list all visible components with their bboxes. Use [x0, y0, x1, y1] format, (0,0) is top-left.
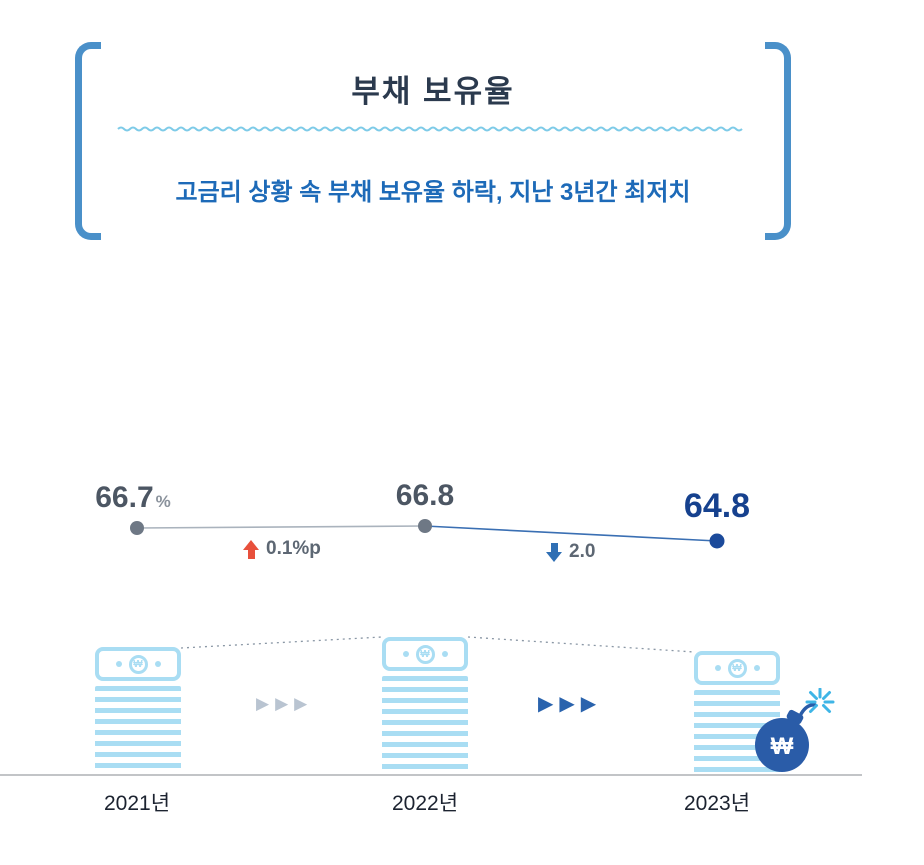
- value-label-2023: 64.8: [684, 487, 750, 526]
- left-bracket-icon: [75, 42, 101, 240]
- up-arrow-icon: [243, 539, 259, 559]
- banknote-icon: ₩: [694, 651, 780, 685]
- triple-arrow-icon-light: ▶▶▶: [256, 694, 314, 713]
- title-block: 부채 보유율 고금리 상황 속 부채 보유율 하락, 지난 3년간 최저치: [75, 42, 791, 240]
- annotation-decrease: 2.0: [546, 541, 595, 563]
- annotation-decrease-label: 2.0: [569, 541, 596, 562]
- banknote-dot-icon: [154, 661, 161, 667]
- triple-arrow-icon-dark: ▶▶▶: [538, 693, 603, 715]
- money-stack-2021: ₩: [95, 647, 181, 775]
- data-point-2022: [418, 519, 432, 533]
- banknote-dot-icon: [441, 651, 448, 657]
- unit-label: %: [155, 492, 171, 511]
- year-label-2022: 2022년: [391, 792, 459, 815]
- banknote-dot-icon: [115, 661, 122, 667]
- annotation-increase-label: 0.1%p: [266, 538, 321, 559]
- chart-line-svg: [130, 519, 725, 549]
- spark-icon: [805, 688, 835, 713]
- line-segment-2: [424, 525, 718, 542]
- bill-stack-icon: [382, 676, 468, 775]
- annotation-increase: 0.1%p: [243, 538, 321, 560]
- dotted-connector-svg: [180, 636, 695, 653]
- line-segment-1: [136, 525, 426, 529]
- bill-stack-icon: [95, 686, 181, 775]
- data-point-2021: [130, 521, 144, 535]
- banknote-dot-icon: [714, 665, 721, 671]
- dotted-line-1: [180, 636, 383, 649]
- wavy-divider-icon: [117, 126, 743, 132]
- value-2021: 66.7: [95, 481, 154, 514]
- money-stack-2022: ₩: [382, 637, 468, 775]
- data-point-2023: [709, 533, 725, 549]
- won-circle-icon: ₩: [415, 644, 435, 664]
- won-symbol: ₩: [732, 662, 742, 674]
- value-2023: 64.8: [683, 487, 751, 525]
- value-label-2022: 66.8: [396, 479, 454, 513]
- banknote-icon: ₩: [95, 647, 181, 681]
- year-label-2021: 2021년: [103, 792, 171, 815]
- down-arrow-icon: [546, 542, 562, 562]
- value-2022: 66.8: [395, 479, 455, 512]
- banknote-dot-icon: [402, 651, 409, 657]
- year-label-2023: 2023년: [683, 792, 751, 815]
- dotted-line-2: [467, 636, 695, 653]
- value-label-2021: 66.7%: [95, 481, 171, 515]
- won-symbol: ₩: [771, 733, 794, 760]
- banknote-icon: ₩: [382, 637, 468, 671]
- axis-baseline: [0, 774, 862, 776]
- page-subtitle: 고금리 상황 속 부채 보유율 하락, 지난 3년간 최저치: [175, 179, 691, 206]
- page-title: 부채 보유율: [351, 74, 515, 109]
- won-symbol: ₩: [133, 658, 143, 670]
- right-bracket-icon: [765, 42, 791, 240]
- banknote-dot-icon: [753, 665, 760, 671]
- won-circle-icon: ₩: [128, 654, 148, 674]
- won-circle-icon: ₩: [727, 658, 747, 678]
- won-symbol: ₩: [420, 648, 430, 660]
- debt-bomb-icon: ₩: [755, 688, 835, 772]
